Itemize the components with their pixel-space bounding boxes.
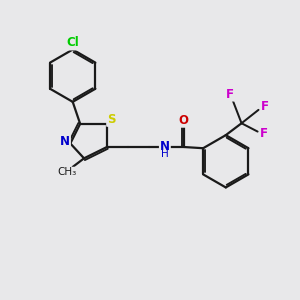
Text: N: N [60,136,70,148]
Text: N: N [160,140,170,153]
Text: H: H [161,149,169,160]
Text: O: O [178,114,189,127]
Text: F: F [226,88,234,100]
Text: F: F [260,128,268,140]
Text: CH₃: CH₃ [58,167,77,177]
Text: S: S [107,113,116,126]
Text: Cl: Cl [66,37,79,50]
Text: F: F [261,100,269,113]
